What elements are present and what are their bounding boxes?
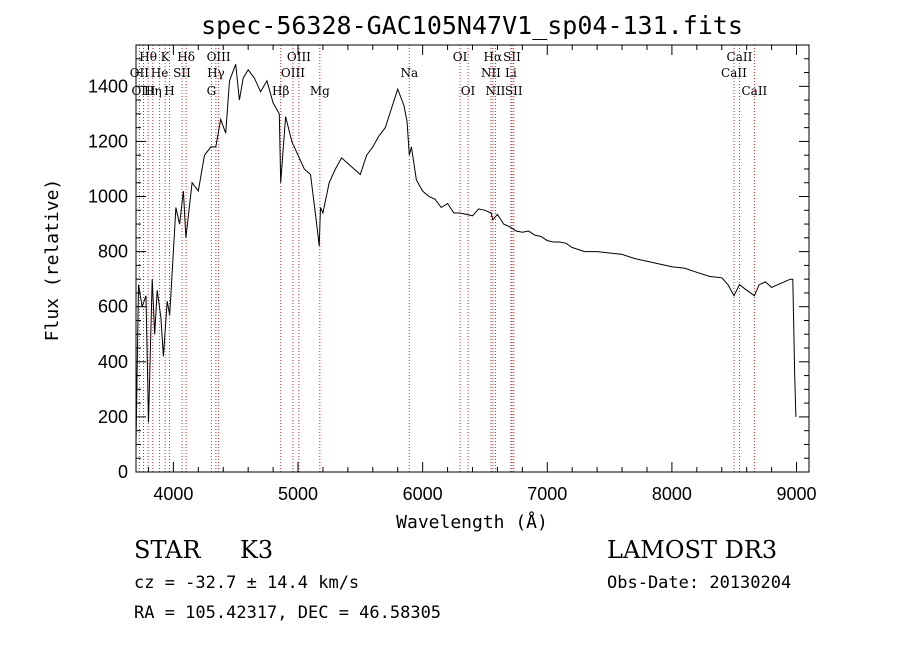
line-label: Li — [505, 66, 517, 80]
line-label: K — [161, 50, 171, 64]
line-label: NII — [481, 66, 501, 80]
spectrum-series — [135, 64, 797, 445]
x-axis: 4000 5000 6000 7000 8000 9000 — [147, 45, 817, 504]
y-tick-label: 1400 — [88, 76, 128, 96]
line-label: Na — [400, 66, 418, 80]
y-tick-label: 0 — [118, 462, 128, 482]
survey-name: LAMOST DR3 — [607, 536, 778, 564]
y-tick-label: 1000 — [88, 187, 128, 207]
y-tick-label: 1200 — [88, 131, 128, 151]
line-label: OIII — [131, 84, 155, 98]
line-label: CaII — [741, 84, 767, 98]
object-class: STAR — [134, 536, 201, 564]
line-label: SII — [503, 50, 521, 64]
line-label: Hδ — [177, 50, 195, 64]
line-label: Hβ — [272, 84, 289, 98]
line-label: Hη — [144, 84, 162, 98]
y-axis: 0 200 400 600 800 1000 1200 1400 — [88, 58, 809, 482]
plot-frame — [135, 44, 810, 473]
x-tick-label: 6000 — [403, 484, 443, 504]
y-tick-label: 800 — [98, 242, 128, 262]
line-label: SII — [173, 66, 191, 80]
line-label: OIII — [287, 50, 311, 64]
line-label: Hθ — [139, 50, 157, 64]
line-label: Mg — [310, 84, 330, 98]
line-label: Hγ — [207, 66, 225, 80]
line-label: OI — [461, 84, 476, 98]
line-label: OI — [453, 50, 468, 64]
y-axis-label: Flux (relative) — [42, 179, 63, 342]
y-tick-label: 600 — [98, 297, 128, 317]
x-tick-label: 9000 — [777, 484, 817, 504]
x-tick-label: 4000 — [153, 484, 193, 504]
line-label: CaII — [721, 66, 747, 80]
y-tick-label: 200 — [98, 407, 128, 427]
x-tick-label: 7000 — [527, 484, 567, 504]
line-label: Hα — [484, 50, 503, 64]
x-axis-label: Wavelength (Å) — [396, 511, 548, 533]
y-tick-label: 400 — [98, 352, 128, 372]
line-label: G — [207, 84, 217, 98]
coordinates: RA = 105.42317, DEC = 46.58305 — [134, 603, 442, 623]
object-subclass: K3 — [240, 536, 274, 564]
x-tick-label: 8000 — [652, 484, 692, 504]
line-label: He — [151, 66, 169, 80]
redshift-velocity: cz = -32.7 ± 14.4 km/s — [134, 573, 360, 593]
line-label: OIII — [281, 66, 305, 80]
line-label: H — [164, 84, 174, 98]
line-label: OIII — [207, 50, 231, 64]
line-label: NII — [485, 84, 505, 98]
line-label: SII — [505, 84, 523, 98]
line-label: CaII — [727, 50, 753, 64]
x-tick-label: 5000 — [278, 484, 318, 504]
observation-date: Obs-Date: 20130204 — [607, 573, 792, 593]
chart-title: spec-56328-GAC105N47V1_sp04-131.fits — [201, 11, 743, 40]
